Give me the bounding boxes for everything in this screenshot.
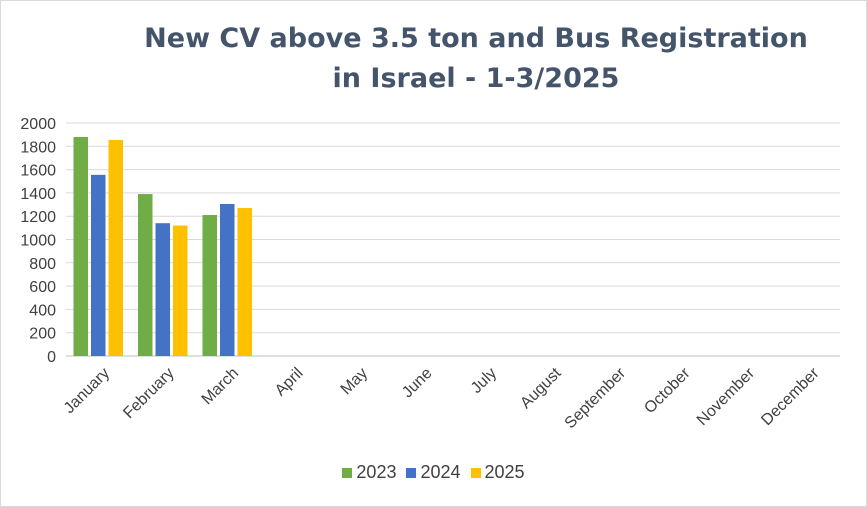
- y-tick-label: 1800: [20, 139, 56, 156]
- x-tick-label: July: [468, 365, 500, 397]
- legend-item-2024: 2024: [406, 462, 461, 483]
- chart-title-line2: in Israel - 1-3/2025: [332, 63, 620, 94]
- y-tick-label: 1400: [20, 186, 56, 203]
- x-tick-label: January: [61, 365, 113, 417]
- bar-2025-march: [237, 208, 252, 356]
- bar-2025-january: [108, 139, 123, 356]
- x-axis: January February March April May June July Augu…: [61, 364, 823, 432]
- chart-title-line1: New CV above 3.5 ton and Bus Registratio…: [144, 23, 808, 54]
- legend-item-2025: 2025: [470, 462, 525, 483]
- bar-2024-january: [91, 174, 106, 356]
- y-tick-label: 200: [29, 326, 56, 343]
- bar-2024-march: [220, 203, 235, 356]
- y-tick-label: 2000: [20, 116, 56, 133]
- bar-2024-february: [155, 223, 170, 356]
- y-tick-label: 1000: [20, 233, 56, 250]
- y-axis: 0 200 400 600 800 1000 1200 1400 1600 1800 2000: [20, 116, 56, 366]
- x-tick-label: September: [562, 364, 630, 432]
- x-tick-label: December: [758, 364, 823, 429]
- x-tick-label: May: [338, 365, 371, 398]
- y-tick-label: 400: [29, 302, 56, 319]
- y-tick-label: 1600: [20, 163, 56, 180]
- y-tick-label: 0: [47, 349, 56, 366]
- legend: 2023 2024 2025: [0, 462, 867, 483]
- y-tick-label: 600: [29, 279, 56, 296]
- x-tick-label: March: [199, 365, 242, 408]
- bar-2023-january: [73, 136, 88, 356]
- x-tick-label: August: [517, 364, 565, 412]
- chart-title: New CV above 3.5 ton and Bus Registratio…: [71, 19, 867, 99]
- x-tick-label: April: [272, 365, 307, 400]
- bar-2025-february: [173, 225, 188, 356]
- x-tick-label: October: [641, 364, 694, 417]
- y-tick-label: 800: [29, 256, 56, 273]
- x-tick-label: February: [120, 365, 177, 422]
- legend-label: 2025: [484, 462, 525, 482]
- bar-2023-march: [202, 215, 217, 356]
- legend-item-2023: 2023: [342, 462, 396, 483]
- bar-2023-february: [138, 194, 153, 356]
- legend-label: 2024: [420, 462, 461, 482]
- y-tick-label: 1200: [20, 209, 56, 226]
- bars: [73, 136, 252, 356]
- gridlines: [66, 122, 840, 357]
- x-tick-label: June: [399, 365, 436, 402]
- legend-swatch: [406, 467, 417, 478]
- legend-label: 2023: [356, 462, 397, 482]
- x-tick-label: November: [694, 364, 759, 429]
- legend-swatch: [342, 467, 353, 478]
- legend-swatch: [470, 467, 481, 478]
